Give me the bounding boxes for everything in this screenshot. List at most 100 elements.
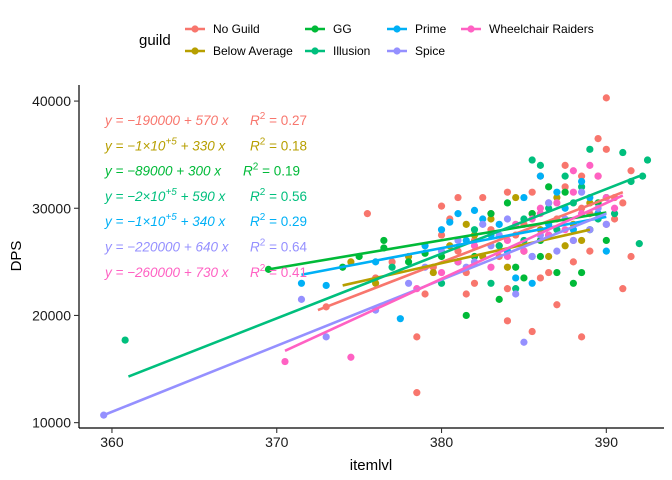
data-point (495, 242, 503, 250)
regression-line (268, 211, 607, 271)
x-tick-label: 360 (100, 434, 124, 450)
data-point (454, 210, 462, 218)
data-point (396, 315, 404, 323)
y-tick-label: 40000 (32, 93, 71, 109)
data-point (635, 240, 643, 248)
data-point (479, 220, 487, 228)
data-point (520, 338, 528, 346)
x-tick-label: 370 (265, 434, 289, 450)
data-point (536, 252, 545, 261)
data-point (610, 210, 619, 218)
data-point (503, 215, 512, 223)
data-point (528, 327, 536, 336)
data-point (462, 311, 470, 320)
data-point (520, 274, 528, 282)
data-point (553, 188, 561, 196)
data-point (569, 258, 577, 266)
data-point (602, 145, 610, 153)
data-point (512, 285, 520, 293)
regression-line (103, 212, 607, 417)
data-point (520, 247, 528, 255)
data-point (388, 263, 396, 271)
data-point (512, 193, 520, 202)
data-point (578, 188, 586, 196)
data-point (479, 193, 487, 202)
data-point (578, 172, 586, 180)
data-point (363, 210, 371, 218)
data-point (413, 333, 421, 341)
legend-key-point (467, 25, 475, 33)
r-squared-label: R2 = 0.29 (250, 212, 307, 229)
data-point (512, 274, 520, 282)
x-tick-label: 380 (430, 434, 454, 450)
data-point (479, 215, 487, 223)
data-point (404, 279, 413, 287)
data-point (578, 183, 586, 191)
legend-label: Below Average (213, 44, 293, 58)
data-point (619, 199, 627, 207)
data-point (413, 389, 421, 397)
data-point (512, 263, 520, 271)
data-point (536, 204, 545, 212)
data-point (470, 226, 479, 234)
data-point (610, 215, 619, 223)
data-point (470, 206, 479, 215)
legend-label: Wheelchair Raiders (489, 22, 594, 36)
regression-line (127, 174, 640, 378)
data-point (553, 193, 561, 202)
r-squared-label: R2 = 0.18 (250, 136, 307, 153)
data-point (454, 247, 462, 255)
data-point (454, 193, 462, 202)
data-point (586, 145, 594, 153)
data-point (520, 193, 528, 202)
data-point (638, 172, 647, 180)
data-point (553, 301, 561, 309)
data-point (528, 210, 536, 218)
data-point (545, 199, 553, 207)
legend: guild No Guild Below Average GG Illusion Pri… (139, 22, 594, 58)
data-point (437, 268, 446, 277)
ticks: 360 370 380 390 10000 20000 30000 40000 (32, 93, 618, 450)
data-point (528, 252, 536, 261)
regression-line (301, 215, 607, 276)
equation-label: y = −1×10+5 + 340 x (104, 212, 227, 229)
data-point (462, 220, 470, 228)
data-point (602, 220, 610, 228)
data-point (528, 156, 536, 164)
x-tick-label: 390 (595, 434, 619, 450)
data-point (503, 263, 512, 271)
data-point (553, 247, 561, 255)
data-point (322, 333, 330, 341)
data-point (553, 199, 561, 207)
data-point (561, 242, 569, 250)
data-point (586, 161, 594, 169)
x-axis-title: itemlvl (350, 457, 393, 474)
data-point (561, 188, 569, 196)
data-point (388, 258, 396, 266)
data-point (619, 285, 627, 293)
data-point (322, 281, 330, 290)
data-point (487, 210, 495, 218)
data-point (602, 236, 610, 245)
data-point (421, 290, 429, 298)
data-point (487, 263, 495, 271)
data-point (487, 279, 495, 287)
legend-label: Spice (415, 44, 445, 58)
regression-lines (103, 174, 640, 417)
data-point (121, 336, 129, 344)
data-point (586, 247, 594, 255)
data-point (404, 258, 413, 266)
data-point (578, 236, 586, 245)
data-point (561, 172, 569, 180)
r-squared-label: R2 = 0.56 (250, 187, 307, 204)
data-point (380, 236, 388, 245)
data-point (503, 199, 512, 207)
data-point (545, 252, 553, 261)
legend-key-point (393, 25, 401, 33)
data-point (536, 172, 545, 180)
data-point (594, 172, 602, 180)
equations: y = −190000 + 570 x R2 = 0.27 y = −1×10+5 … (104, 111, 307, 280)
legend-label: GG (333, 22, 352, 36)
data-point (594, 134, 602, 143)
